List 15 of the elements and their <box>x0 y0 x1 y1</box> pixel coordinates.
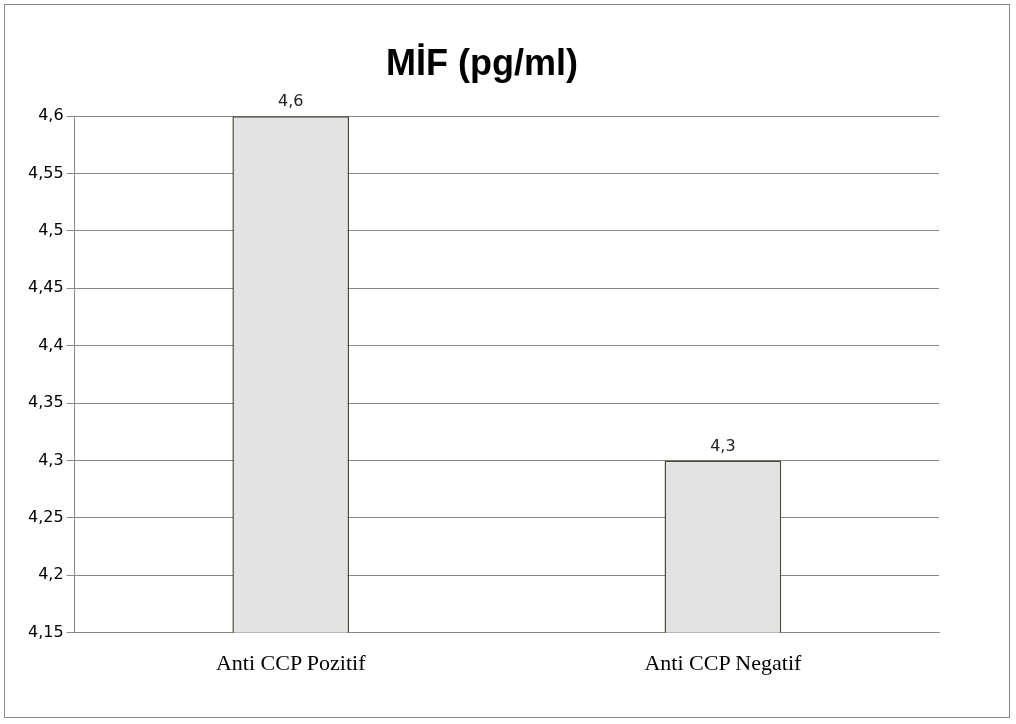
x-tick-label: Anti CCP Negatif <box>644 649 802 675</box>
x-tick-label: Anti CCP Pozitif <box>215 649 367 675</box>
data-label: 4,3 <box>710 435 736 455</box>
y-tick-label: 4,6 <box>38 105 64 125</box>
y-tick-label: 4,4 <box>38 334 64 354</box>
y-tick-label: 4,2 <box>38 564 64 584</box>
y-tick-label: 4,25 <box>28 507 64 526</box>
chart-title: MİF (pg/ml) <box>386 41 578 83</box>
y-tick-label: 4,45 <box>28 277 64 297</box>
data-label: 4,6 <box>277 91 304 111</box>
y-tick-label: 4,5 <box>38 220 64 240</box>
y-tick-label: 4,3 <box>38 449 64 469</box>
y-tick-label: 4,15 <box>28 621 64 641</box>
y-tick-label: 4,55 <box>28 162 64 182</box>
y-tick-label: 4,35 <box>28 392 64 412</box>
